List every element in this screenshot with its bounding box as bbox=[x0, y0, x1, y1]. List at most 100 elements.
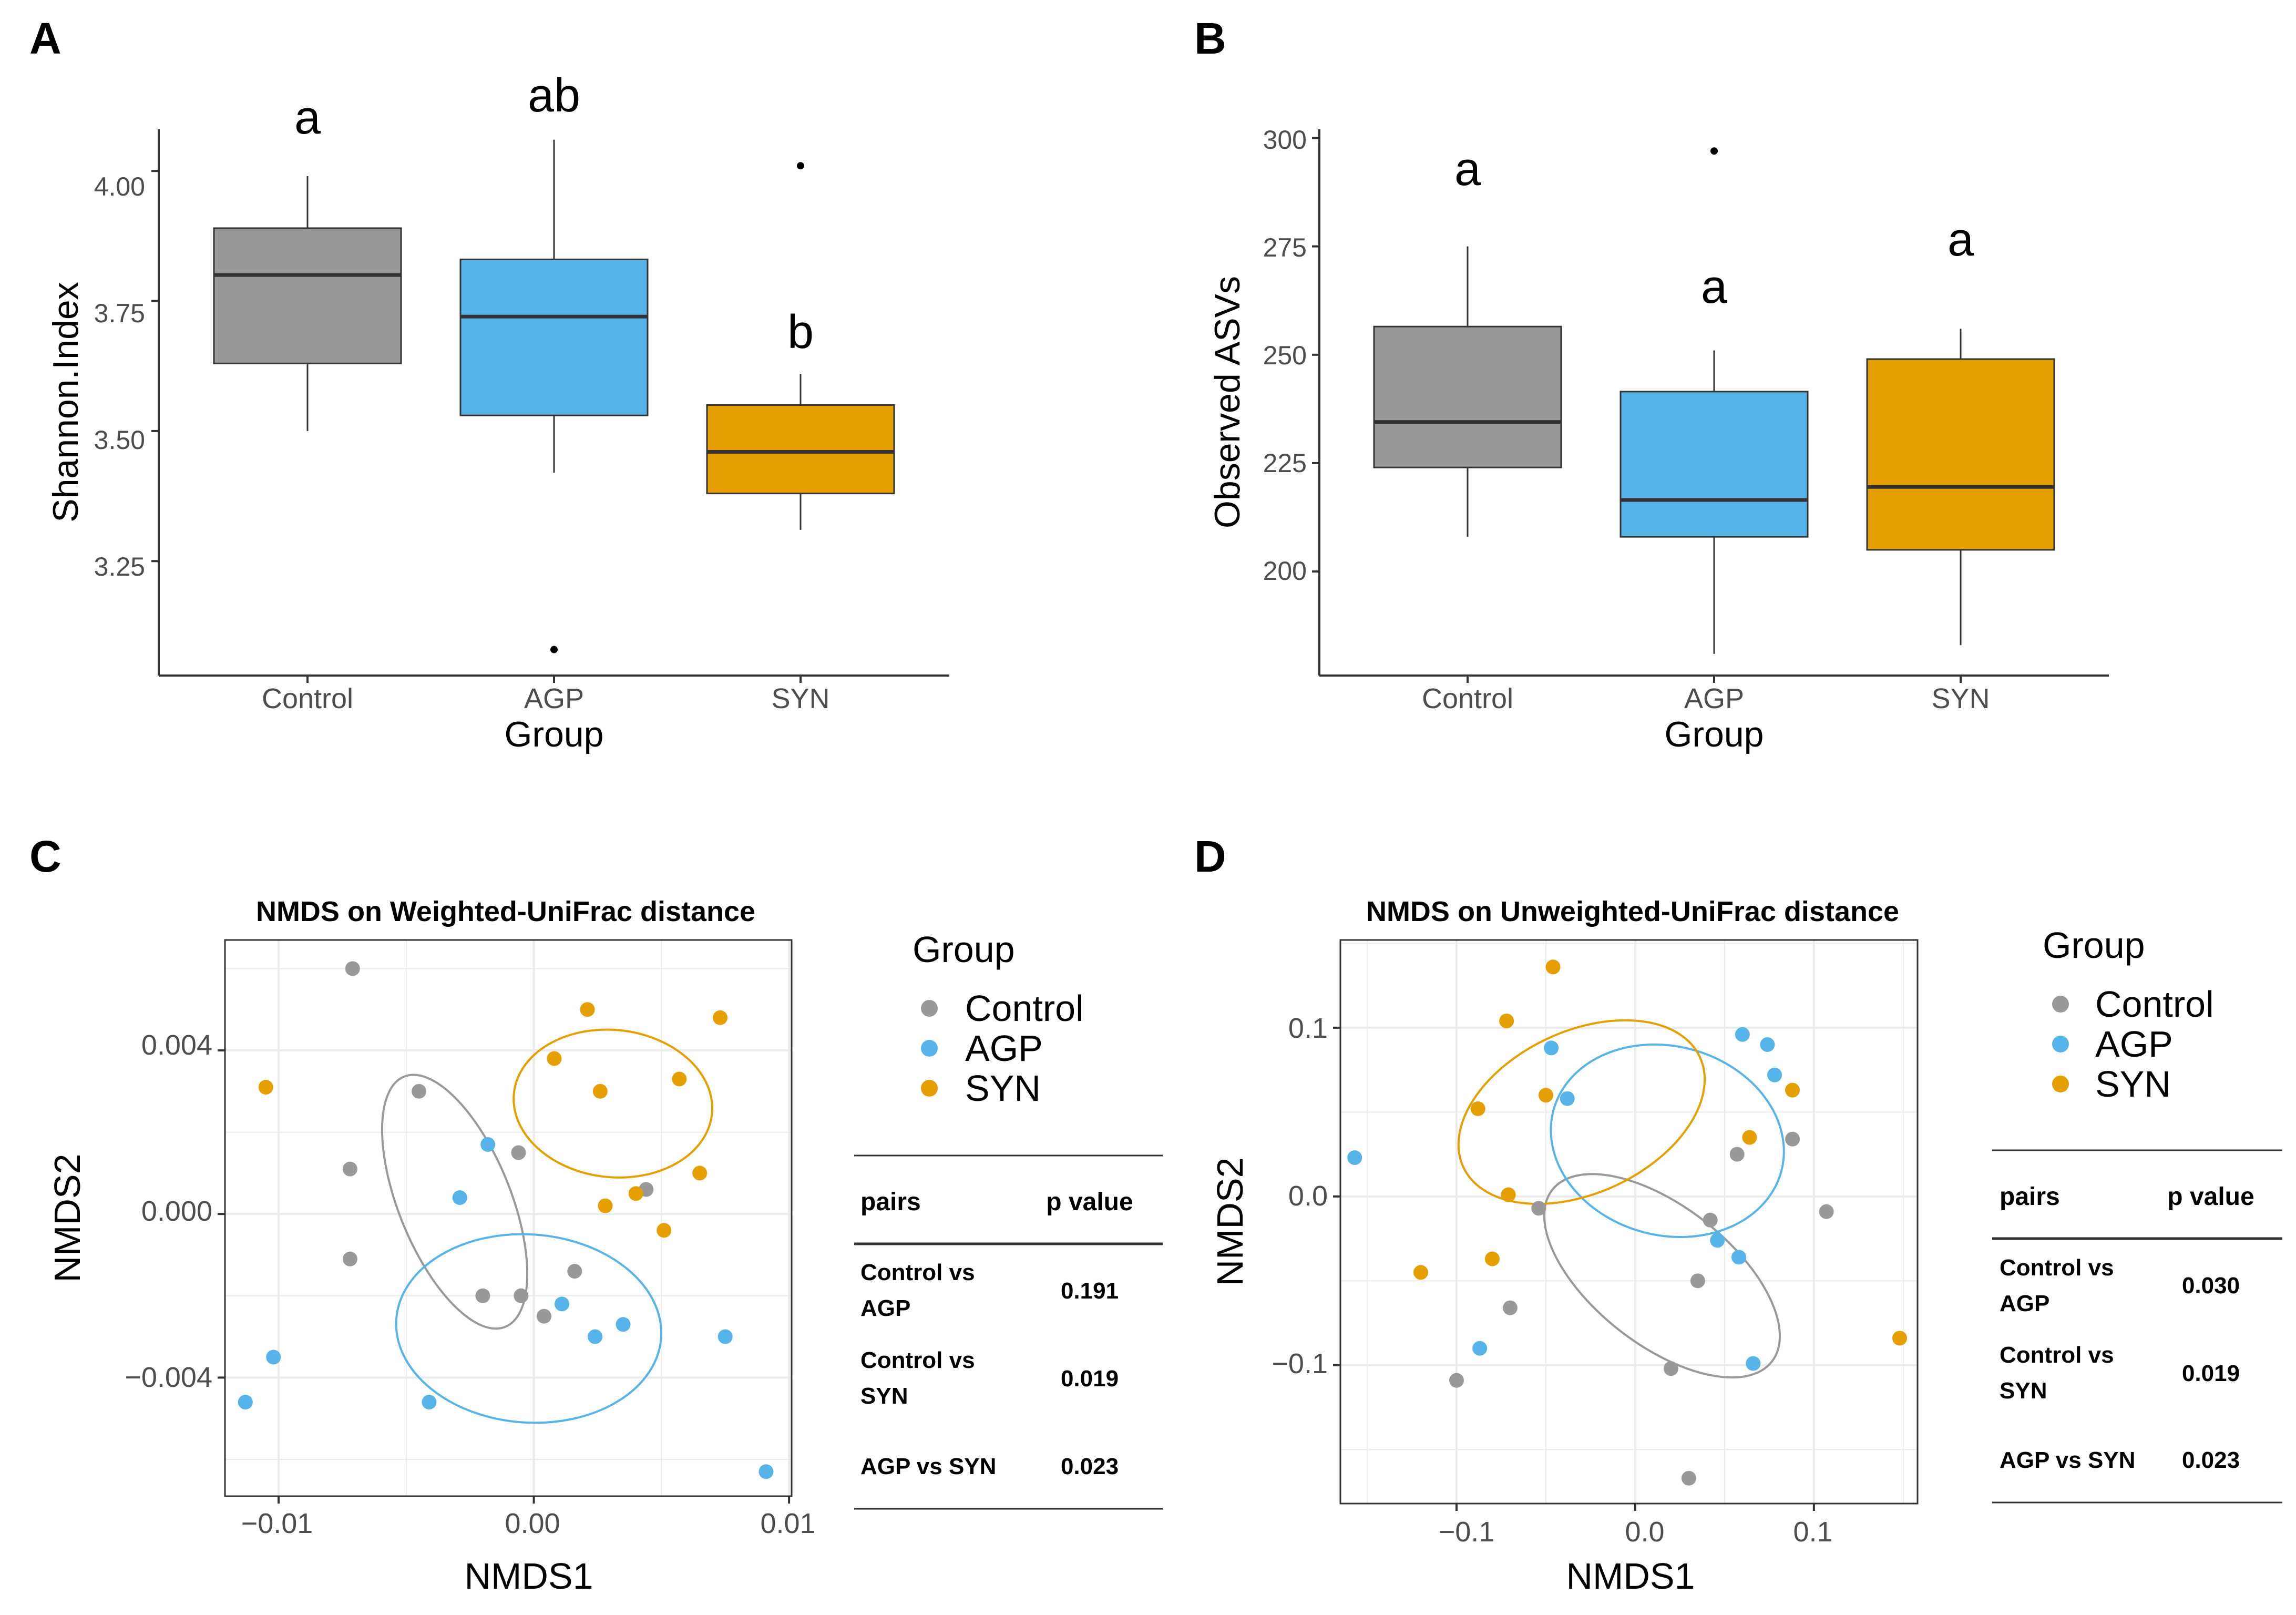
point-agp bbox=[1767, 1067, 1782, 1082]
panel-d-plot-border bbox=[1339, 939, 1919, 1505]
panel-a-ytick-label: 4.00 bbox=[94, 172, 145, 201]
panel-d-nmds: NMDS on Unweighted-UniFrac distance −0.1… bbox=[1210, 896, 2282, 1597]
point-control bbox=[1681, 1470, 1696, 1486]
panel-letter-a: A bbox=[29, 14, 62, 63]
panel-a-sig-letter: b bbox=[787, 306, 814, 359]
box-agp bbox=[1620, 391, 1809, 538]
panel-d-plot-background bbox=[1340, 940, 1918, 1504]
ellipse-agp bbox=[1550, 1043, 1785, 1239]
panel-c-ytick-label: 0.004 bbox=[141, 1029, 212, 1061]
panel-a-boxplot: 3.25 3.50 3.75 4.00 Control AGP SYN Grou… bbox=[46, 69, 949, 754]
panel-c-xtick-label: 0.00 bbox=[505, 1508, 560, 1539]
panel-c-table-header-pairs: pairs bbox=[860, 1188, 921, 1216]
box-syn bbox=[706, 404, 895, 495]
point-syn bbox=[1484, 1251, 1500, 1266]
point-agp bbox=[1735, 1027, 1750, 1042]
box-control bbox=[213, 227, 402, 364]
panel-a-sig-letter: ab bbox=[528, 69, 580, 122]
panel-c-table-header-pvalue: p value bbox=[1046, 1188, 1133, 1216]
panel-d-xtick-label: −0.1 bbox=[1439, 1516, 1495, 1548]
panel-c-table-pvalue-3: 0.023 bbox=[1061, 1454, 1119, 1479]
point-control bbox=[1703, 1212, 1718, 1228]
ellipse-control bbox=[381, 1074, 529, 1330]
point-control bbox=[412, 1084, 427, 1099]
panel-b-sig-letter: a bbox=[1701, 261, 1728, 313]
panel-c-y-axis-title: NMDS2 bbox=[47, 1153, 88, 1282]
box-outlier bbox=[550, 646, 558, 653]
panel-letter-c: C bbox=[29, 832, 62, 881]
panel-d-legend-agp-key bbox=[2052, 1036, 2069, 1052]
panel-d-xtick-label: 0.1 bbox=[1793, 1516, 1832, 1548]
panel-c-nmds: NMDS on Weighted-UniFrac distance −0.004… bbox=[47, 896, 1163, 1597]
point-control bbox=[1449, 1373, 1464, 1388]
point-agp bbox=[554, 1296, 569, 1312]
point-syn bbox=[547, 1051, 562, 1066]
point-agp bbox=[1746, 1356, 1761, 1371]
box-outlier bbox=[797, 162, 804, 170]
point-control bbox=[475, 1288, 490, 1303]
panel-d-y-axis-title: NMDS2 bbox=[1210, 1157, 1250, 1286]
panel-a-xtick-label: AGP bbox=[524, 683, 584, 714]
panel-c-legend-title: Group bbox=[913, 929, 1015, 970]
panel-d-table-pair-3: AGP vs SYN bbox=[2000, 1447, 2135, 1473]
panel-d-ytick-label: 0.1 bbox=[1288, 1013, 1328, 1044]
panel-d-x-axis-title: NMDS1 bbox=[1566, 1556, 1695, 1597]
point-syn bbox=[258, 1080, 273, 1095]
point-agp bbox=[1560, 1091, 1575, 1106]
ellipse-syn bbox=[1457, 1019, 1706, 1205]
panel-c-plot-border bbox=[224, 939, 793, 1497]
panel-c-ytick-label: −0.004 bbox=[125, 1362, 212, 1393]
point-syn bbox=[1538, 1088, 1553, 1103]
panel-c-x-axis-title: NMDS1 bbox=[464, 1556, 593, 1597]
point-agp bbox=[1347, 1150, 1362, 1166]
panel-a-sig-letter: a bbox=[294, 91, 321, 144]
panel-c-legend-agp-label: AGP bbox=[965, 1028, 1043, 1069]
panel-a-y-axis-title: Shannon.Index bbox=[46, 282, 86, 523]
panel-b-ytick-label: 250 bbox=[1263, 341, 1307, 370]
panel-d-table-header-pvalue: p value bbox=[2167, 1183, 2254, 1211]
point-control bbox=[511, 1145, 526, 1160]
panel-a-ytick-label: 3.25 bbox=[94, 552, 145, 581]
panel-b-sig-letter: a bbox=[1454, 143, 1481, 196]
point-agp bbox=[238, 1395, 253, 1410]
point-agp bbox=[1731, 1250, 1747, 1265]
panel-c-table-pvalue-1: 0.191 bbox=[1061, 1278, 1119, 1304]
box-control bbox=[1373, 325, 1562, 468]
panel-c-legend-syn-key bbox=[921, 1080, 938, 1097]
point-syn bbox=[1785, 1082, 1800, 1098]
panel-c-xtick-label: 0.01 bbox=[760, 1508, 815, 1539]
panel-b-ytick-label: 200 bbox=[1263, 556, 1307, 586]
panel-d-legend-title: Group bbox=[2043, 925, 2145, 966]
panel-b-y-axis-title: Observed ASVs bbox=[1207, 276, 1247, 528]
point-agp bbox=[718, 1329, 733, 1344]
panel-d-table-pair-2: Control vs SYN bbox=[2000, 1342, 2114, 1404]
panel-d-table-pvalue-2: 0.019 bbox=[2182, 1361, 2240, 1386]
panel-b-xtick-label: AGP bbox=[1684, 683, 1744, 714]
panel-d-legend-control-label: Control bbox=[2095, 984, 2214, 1025]
panel-c-ytick-label: 0.000 bbox=[141, 1195, 212, 1227]
point-control bbox=[1690, 1273, 1705, 1289]
point-syn bbox=[692, 1166, 708, 1181]
panel-letter-b: B bbox=[1194, 14, 1226, 63]
panel-d-table-pair-1: Control vs AGP bbox=[2000, 1255, 2114, 1316]
panel-c-table-pvalue-2: 0.019 bbox=[1061, 1366, 1119, 1392]
ellipse-agp bbox=[395, 1233, 663, 1424]
panel-a-xtick-label: Control bbox=[262, 683, 353, 714]
panel-b-ytick-label: 275 bbox=[1263, 233, 1307, 262]
panel-d-legend-agp-label: AGP bbox=[2095, 1024, 2173, 1065]
point-agp bbox=[1760, 1037, 1775, 1052]
point-syn bbox=[1470, 1101, 1485, 1116]
panel-a-ytick-label: 3.50 bbox=[94, 425, 145, 455]
panel-d-title: NMDS on Unweighted-UniFrac distance bbox=[1366, 896, 1899, 927]
point-agp bbox=[758, 1464, 774, 1479]
panel-b-xtick-label: Control bbox=[1422, 683, 1513, 714]
point-agp bbox=[616, 1317, 631, 1332]
panel-c-plot-background bbox=[225, 940, 792, 1496]
panel-letter-d: D bbox=[1194, 832, 1226, 881]
point-agp bbox=[1710, 1233, 1725, 1248]
point-control bbox=[567, 1264, 582, 1279]
panel-b-ytick-label: 225 bbox=[1263, 448, 1307, 478]
panel-c-legend-control-label: Control bbox=[965, 988, 1084, 1029]
point-control bbox=[342, 1161, 357, 1177]
